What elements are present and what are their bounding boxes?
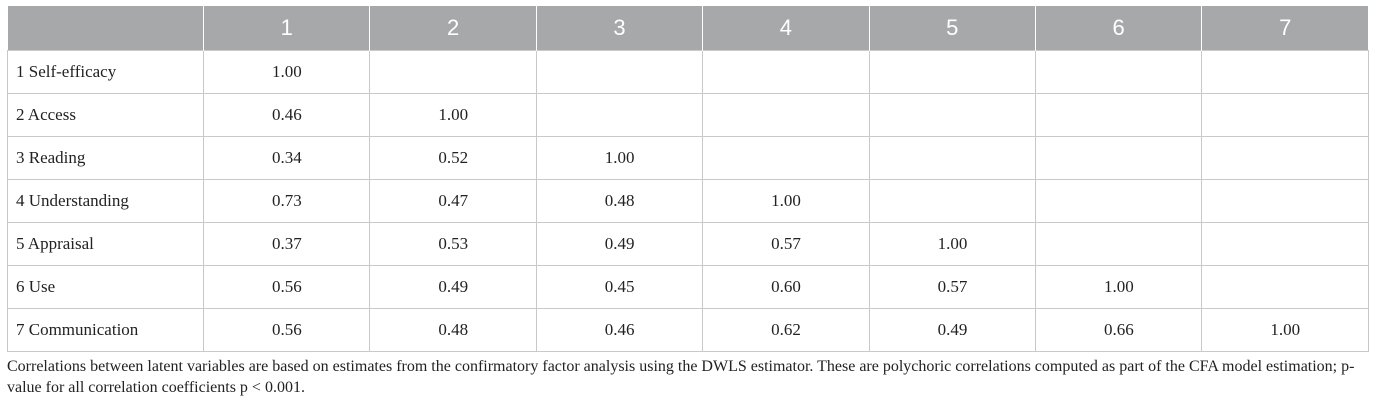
table-cell: 0.49	[535, 222, 704, 266]
table-cell: 0.73	[202, 179, 371, 223]
table-row: 6 Use 0.56 0.49 0.45 0.60 0.57 1.00	[7, 265, 1369, 309]
table-cell: 0.49	[369, 265, 537, 309]
header-cell-4: 4	[702, 6, 870, 51]
table-cell: 0.34	[202, 136, 371, 180]
table-cell: 1.00	[535, 136, 704, 180]
header-cell-2: 2	[369, 6, 537, 51]
table-cell	[1034, 222, 1203, 266]
table-cell	[702, 93, 870, 137]
table-row: 3 Reading 0.34 0.52 1.00	[7, 136, 1369, 180]
row-label: 4 Understanding	[7, 179, 204, 223]
table-row: 5 Appraisal 0.37 0.53 0.49 0.57 1.00	[7, 222, 1369, 266]
table-cell	[1201, 136, 1369, 180]
table-cell: 0.47	[369, 179, 537, 223]
table-cell	[1201, 93, 1369, 137]
table-cell	[1034, 179, 1203, 223]
table-header-row: 1 2 3 4 5 6 7	[7, 6, 1369, 51]
table-cell	[1201, 50, 1369, 94]
table-cell: 1.00	[202, 50, 371, 94]
table-cell: 1.00	[868, 222, 1036, 266]
table-cell: 0.53	[369, 222, 537, 266]
table-cell: 0.37	[202, 222, 371, 266]
table-cell: 0.48	[535, 179, 704, 223]
table-cell: 0.46	[202, 93, 371, 137]
table-cell: 0.66	[1034, 308, 1203, 352]
row-label: 7 Communication	[7, 308, 204, 352]
header-cell-7: 7	[1201, 6, 1369, 51]
row-label: 1 Self-efficacy	[7, 50, 204, 94]
row-label: 2 Access	[7, 93, 204, 137]
table-cell: 0.60	[702, 265, 870, 309]
row-label: 6 Use	[7, 265, 204, 309]
table-cell: 0.62	[702, 308, 870, 352]
header-cell-3: 3	[535, 6, 704, 51]
table-cell	[702, 50, 870, 94]
table-row: 7 Communication 0.56 0.48 0.46 0.62 0.49…	[7, 308, 1369, 352]
table-row: 4 Understanding 0.73 0.47 0.48 1.00	[7, 179, 1369, 223]
table-cell: 0.56	[202, 265, 371, 309]
table-cell: 0.49	[868, 308, 1036, 352]
table-cell: 1.00	[702, 179, 870, 223]
table-footnote: Correlations between latent variables ar…	[7, 358, 1355, 396]
table-cell	[1034, 93, 1203, 137]
table-cell: 0.48	[369, 308, 537, 352]
table-cell	[535, 50, 704, 94]
table-cell	[868, 136, 1036, 180]
header-cell-5: 5	[868, 6, 1036, 51]
table-cell: 0.57	[702, 222, 870, 266]
table-cell	[702, 136, 870, 180]
table-cell: 0.46	[535, 308, 704, 352]
table-cell: 1.00	[1034, 265, 1203, 309]
header-cell-blank	[7, 6, 204, 51]
table-cell: 0.52	[369, 136, 537, 180]
correlation-table-container: 1 2 3 4 5 6 7 1 Self-efficacy 1.00 2	[7, 6, 1369, 352]
table-cell	[1201, 179, 1369, 223]
row-label: 5 Appraisal	[7, 222, 204, 266]
table-cell	[535, 93, 704, 137]
row-label: 3 Reading	[7, 136, 204, 180]
table-row: 2 Access 0.46 1.00	[7, 93, 1369, 137]
table-cell: 1.00	[369, 93, 537, 137]
correlation-table: 1 2 3 4 5 6 7 1 Self-efficacy 1.00 2	[7, 6, 1369, 352]
header-cell-6: 6	[1034, 6, 1203, 51]
header-cell-1: 1	[202, 6, 371, 51]
table-cell: 0.57	[868, 265, 1036, 309]
table-cell: 0.56	[202, 308, 371, 352]
table-row: 1 Self-efficacy 1.00	[7, 50, 1369, 94]
table-cell	[1201, 265, 1369, 309]
table-cell	[868, 179, 1036, 223]
table-cell	[1034, 136, 1203, 180]
table-cell	[868, 50, 1036, 94]
table-cell	[868, 93, 1036, 137]
table-cell: 0.45	[535, 265, 704, 309]
table-cell	[369, 50, 537, 94]
table-cell	[1201, 222, 1369, 266]
table-cell	[1034, 50, 1203, 94]
table-cell: 1.00	[1201, 308, 1369, 352]
